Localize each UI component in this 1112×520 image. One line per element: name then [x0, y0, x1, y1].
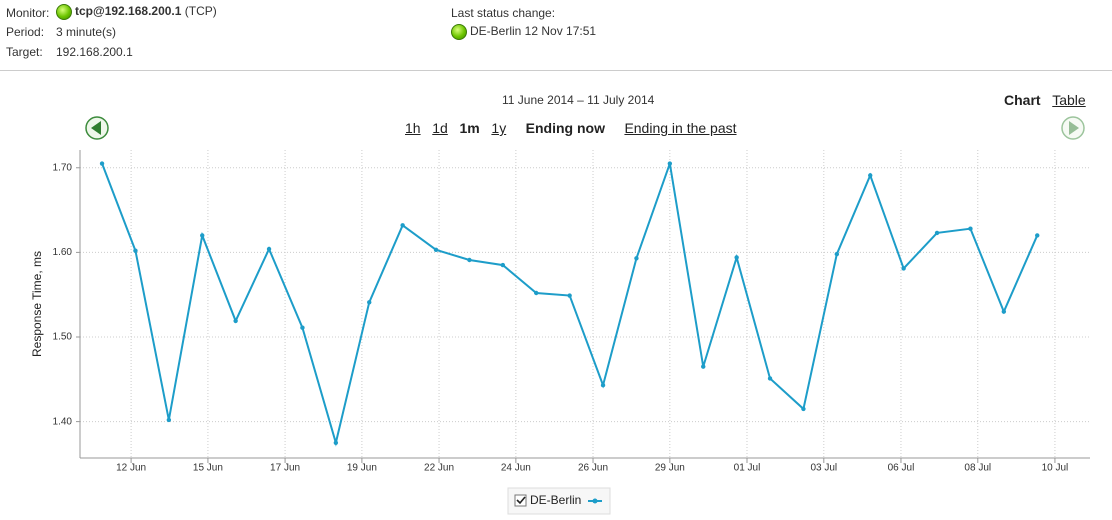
monitor-value: tcp@192.168.200.1	[75, 4, 182, 19]
legend-marker	[592, 498, 598, 504]
prev-button[interactable]	[85, 116, 109, 140]
zoom-1h[interactable]: 1h	[405, 120, 421, 136]
zoom-1m[interactable]: 1m	[459, 120, 480, 136]
data-point	[99, 161, 105, 166]
data-point	[266, 246, 272, 252]
data-point	[901, 266, 906, 271]
x-tick-label: 03 Jul	[810, 463, 837, 474]
data-point	[333, 440, 339, 445]
status: DE-Berlin 12 Nov 17:51	[451, 24, 596, 40]
data-point	[934, 230, 940, 236]
data-point	[600, 383, 606, 388]
legend-check	[516, 496, 526, 505]
data-point	[734, 255, 739, 260]
x-tick-label: 24 Jun	[501, 463, 531, 474]
period-value: 3 minute(s)	[56, 25, 117, 39]
legend-checkbox[interactable]	[514, 494, 527, 507]
data-point	[166, 417, 172, 423]
x-tick-label: 22 Jun	[424, 463, 454, 474]
x-tick-label: 15 Jun	[193, 463, 223, 474]
zoom-1y[interactable]: 1y	[491, 120, 507, 136]
data-point	[133, 248, 138, 253]
status-value: DE-Berlin 12 Nov 17:51	[470, 24, 597, 39]
x-tick-label: 12 Jun	[116, 463, 146, 474]
monitor-protocol: (TCP)	[184, 4, 217, 19]
target-label: Target:	[6, 45, 43, 59]
data-point	[500, 262, 506, 268]
y-tick-label: 1.60	[53, 247, 73, 258]
ending-past[interactable]: Ending in the past	[624, 120, 737, 136]
x-tick-label: 19 Jun	[347, 463, 377, 474]
chart-tab[interactable]: Chart	[1004, 92, 1041, 108]
y-tick-label: 1.70	[53, 162, 73, 173]
data-point	[433, 247, 439, 253]
zoom-controls: 1h 1d 1m 1y Ending now Ending in the pas…	[405, 120, 737, 136]
monitor: tcp@192.168.200.1 (TCP)	[56, 4, 217, 20]
data-point	[968, 226, 973, 231]
y-tick-label: 1.50	[53, 332, 73, 343]
separator	[0, 70, 1112, 71]
data-point	[801, 406, 806, 412]
series-line	[101, 163, 1039, 447]
table-tab[interactable]: Table	[1052, 92, 1086, 108]
x-tick-label: 10 Jul	[1042, 463, 1069, 474]
x-tick-label: 06 Jul	[888, 463, 915, 474]
monitor-label: Monitor:	[6, 6, 50, 20]
x-tick-label: 01 Jul	[734, 463, 761, 474]
status-label: Last status change:	[451, 6, 556, 20]
data-point	[367, 300, 372, 305]
x-tick-label: 17 Jun	[270, 463, 300, 474]
y-tick-label: 1.40	[53, 416, 73, 427]
data-point	[667, 161, 673, 166]
data-point	[467, 257, 472, 263]
data-point	[567, 293, 572, 298]
next-button[interactable]	[1061, 116, 1085, 140]
data-point	[400, 223, 405, 228]
period-label: Period:	[6, 25, 45, 39]
view-switch: Chart Table	[1004, 92, 1086, 108]
zoom-1d[interactable]: 1d	[432, 120, 448, 136]
x-tick-label: 26 Jun	[578, 463, 608, 474]
data-point	[233, 318, 238, 324]
data-point	[534, 290, 539, 296]
data-point	[300, 325, 305, 330]
ending-now[interactable]: Ending now	[525, 120, 605, 136]
data-point	[1035, 233, 1040, 238]
data-point	[868, 173, 873, 178]
data-point	[634, 256, 639, 261]
data-point	[767, 376, 773, 381]
data-point	[1001, 309, 1007, 314]
x-tick-label: 08 Jul	[964, 463, 991, 474]
y-axis-title: Response Time, ms	[30, 251, 44, 357]
target-value: 192.168.200.1	[56, 45, 133, 59]
data-point	[834, 251, 840, 257]
date-range: 11 June 2014 – 11 July 2014	[502, 93, 655, 107]
x-tick-label: 29 Jun	[655, 463, 685, 474]
data-point	[200, 233, 205, 238]
data-point	[701, 364, 706, 369]
legend-label: DE-Berlin	[530, 493, 581, 507]
